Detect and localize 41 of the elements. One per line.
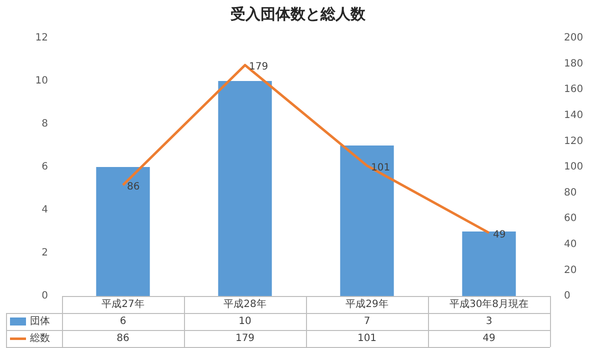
bar — [96, 167, 150, 296]
legend-label: 団体 — [30, 315, 50, 328]
y2-tick-label: 200 — [564, 32, 584, 44]
y2-tick-label: 60 — [564, 213, 577, 224]
y2-tick-label: 120 — [564, 136, 584, 147]
bar — [218, 81, 272, 296]
y-tick-label: 10 — [35, 76, 48, 87]
x-tick-label: 平成27年 — [102, 298, 144, 310]
data-label: 7 — [364, 316, 370, 328]
y-tick-label: 8 — [42, 118, 48, 130]
bar — [340, 146, 394, 296]
y-tick-label: 4 — [42, 204, 48, 216]
x-tick-label: 平成28年 — [224, 298, 266, 310]
y2-tick-label: 180 — [564, 58, 584, 70]
bar — [462, 232, 516, 296]
x-tick-label: 平成30年8月現在 — [449, 298, 529, 310]
chart-title: 受入団体数と総人数 — [230, 4, 366, 23]
data-label: 3 — [486, 316, 492, 328]
annotation: 49 — [493, 229, 506, 240]
data-label: 179 — [235, 333, 255, 344]
y2-tick-label: 20 — [564, 264, 577, 276]
data-label: 86 — [116, 333, 130, 344]
annotation: 179 — [249, 62, 268, 73]
annotation: 86 — [127, 182, 140, 193]
y2-tick-label: 140 — [564, 110, 584, 121]
data-label: 49 — [482, 333, 496, 344]
y-tick-label: 6 — [42, 162, 48, 173]
legend-label: 総数 — [29, 332, 50, 344]
y2-tick-label: 100 — [564, 162, 584, 173]
y-tick-label: 2 — [42, 248, 48, 259]
data-label: 101 — [357, 333, 377, 344]
y-tick-label: 0 — [42, 290, 48, 302]
y2-tick-label: 160 — [564, 84, 584, 96]
y2-tick-label: 80 — [564, 187, 577, 198]
annotation: 101 — [371, 162, 390, 174]
data-label: 10 — [238, 316, 252, 328]
y2-tick-label: 40 — [564, 238, 577, 250]
y-tick-label: 12 — [35, 32, 48, 44]
y2-tick-label: 0 — [564, 290, 570, 302]
data-label: 6 — [120, 316, 126, 328]
x-tick-label: 平成29年 — [346, 298, 388, 310]
